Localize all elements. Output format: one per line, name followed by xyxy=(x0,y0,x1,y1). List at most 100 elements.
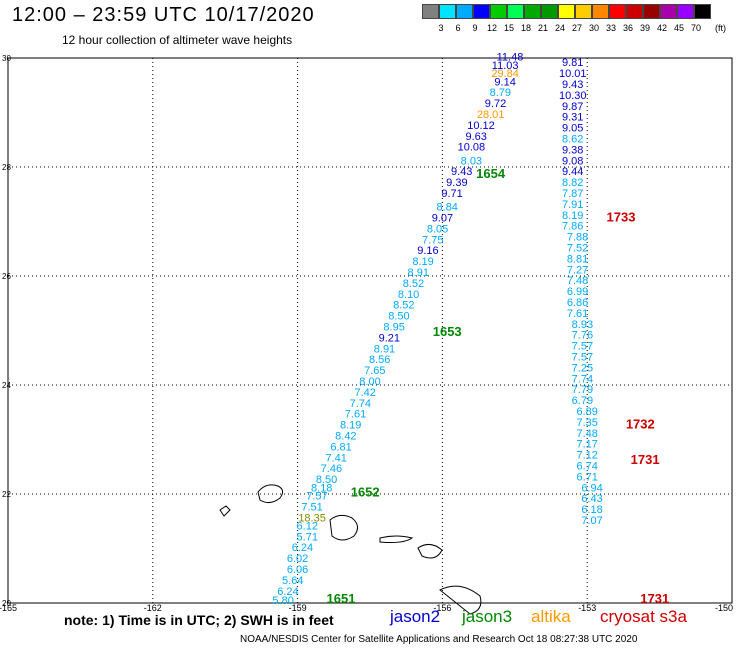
wave-height-value: 7.86 xyxy=(562,221,583,233)
wave-height-value: 9.21 xyxy=(379,332,400,344)
wave-height-value: 7.57 xyxy=(306,490,327,502)
legend-tick-label: 45 xyxy=(673,23,684,33)
legend-swatch xyxy=(524,4,541,19)
wave-height-value: 7.91 xyxy=(562,199,583,211)
wave-height-value: 8.79 xyxy=(490,87,511,99)
kauai-island xyxy=(257,484,284,504)
legend-swatch xyxy=(592,4,609,19)
legend-tick-label: 21 xyxy=(537,23,548,33)
wave-height-value: 8.10 xyxy=(398,289,419,301)
legend-cryosat: cryosat s3a xyxy=(600,607,687,626)
wave-height-value: 8.18 xyxy=(311,482,332,494)
wave-height-value: 8.56 xyxy=(369,354,390,366)
wave-height-value: 9.81 xyxy=(562,57,583,69)
legend-swatch xyxy=(456,4,473,19)
wave-height-value: 8.50 xyxy=(388,311,409,323)
wave-height-value: 7.07 xyxy=(581,515,602,527)
wave-height-value: 8.52 xyxy=(403,278,424,290)
map-grid xyxy=(7,57,733,604)
pass-time-label: 1731 xyxy=(631,452,660,467)
wave-height-value: 7.12 xyxy=(576,450,597,462)
legend-tick-label: 36 xyxy=(622,23,633,33)
legend-swatch xyxy=(558,4,575,19)
wave-height-value: 8.50 xyxy=(316,474,337,486)
wave-height-value: 7.88 xyxy=(567,232,588,244)
wave-height-value: 8.62 xyxy=(562,133,583,145)
wave-height-value: 8.19 xyxy=(412,256,433,268)
lon-tick-label: -165 xyxy=(0,603,17,613)
wave-height-value: 8.00 xyxy=(359,376,380,388)
pass-time-label: 1654 xyxy=(476,166,506,181)
wave-height-value: 9.72 xyxy=(485,98,506,110)
legend-tick-label: 12 xyxy=(486,23,497,33)
wave-height-value: 8.81 xyxy=(567,253,588,265)
legend-swatch xyxy=(694,4,711,19)
wave-height-value: 6.06 xyxy=(287,564,308,576)
wave-height-value: 7.87 xyxy=(562,188,583,200)
pass-time-label: 1732 xyxy=(626,417,655,432)
pass-time-label: 1652 xyxy=(351,485,380,500)
wave-height-value: 6.24 xyxy=(292,542,313,554)
wave-height-value: 9.87 xyxy=(562,101,583,113)
legend-swatch xyxy=(677,4,694,19)
wave-height-value: 9.16 xyxy=(417,245,438,257)
legend-tick-label: 33 xyxy=(605,23,616,33)
legend-altika: altika xyxy=(531,607,571,626)
legend-tick-label: 27 xyxy=(571,23,582,33)
wave-height-value: 7.75 xyxy=(422,234,443,246)
legend-swatch xyxy=(473,4,490,19)
legend-swatch xyxy=(609,4,626,19)
wave-height-value: 7.61 xyxy=(345,409,366,421)
lat-tick-label: 26 xyxy=(2,272,11,281)
legend-swatch xyxy=(660,4,677,19)
hawaii-island xyxy=(439,585,482,615)
legend-jason3: jason3 xyxy=(462,607,513,626)
lon-tick-label: -156 xyxy=(433,603,451,613)
lat-tick-label: 24 xyxy=(2,381,11,390)
lat-tick-label: 30 xyxy=(2,54,11,63)
legend-tick-label: 6 xyxy=(455,23,461,33)
legend-unit: (ft) xyxy=(715,23,726,33)
wave-height-value: 7.48 xyxy=(567,275,588,287)
wave-height-value: 8.42 xyxy=(335,431,356,443)
wave-height-value: 8.03 xyxy=(461,155,482,167)
molokai-island xyxy=(379,535,414,543)
legend-jason2: jason2 xyxy=(390,607,441,626)
pass-time-labels: 1654 1653 1652 1651 1733 1732 1731 1731 xyxy=(327,166,670,606)
legend-swatch xyxy=(439,4,456,19)
jason3-track: 11.4811.0329.849.148.799.7228.0110.129.6… xyxy=(272,52,523,607)
wave-height-value: 8.19 xyxy=(340,420,361,432)
legend-swatch xyxy=(626,4,643,19)
wave-height-value: 7.42 xyxy=(354,387,375,399)
wave-height-value: 7.27 xyxy=(567,264,588,276)
wave-height-value: 7.65 xyxy=(364,365,385,377)
wave-height-value: 8.84 xyxy=(437,202,458,214)
legend-swatch xyxy=(575,4,592,19)
legend-tick-label: 39 xyxy=(639,23,650,33)
wave-height-value: 7.57 xyxy=(572,351,593,363)
wave-height-value: 7.74 xyxy=(572,373,593,385)
wave-height-value: 6.89 xyxy=(576,406,597,418)
wave-height-value: 9.43 xyxy=(562,79,583,91)
legend-swatch xyxy=(507,4,524,19)
wave-height-value: 7.51 xyxy=(301,501,322,513)
wave-height-value: 8.91 xyxy=(374,343,395,355)
legend-tick-label: 70 xyxy=(690,23,701,33)
wave-height-value: 9.44 xyxy=(562,166,583,178)
wave-height-value: 7.25 xyxy=(572,362,593,374)
lon-tick-label: -162 xyxy=(144,603,162,613)
wave-height-value: 7.76 xyxy=(572,330,593,342)
cryosat-track: 9.8110.019.4310.309.879.319.058.629.389.… xyxy=(559,57,603,527)
wave-height-value: 7.17 xyxy=(576,439,597,451)
pass-time-label: 1651 xyxy=(327,591,356,606)
wave-height-value: 29.84 xyxy=(491,68,519,80)
wave-height-value: 6.71 xyxy=(576,471,597,483)
wave-height-value: 8.91 xyxy=(408,267,429,279)
wave-height-value: 7.41 xyxy=(326,452,347,464)
map-subtitle: 12 hour collection of altimeter wave hei… xyxy=(62,33,293,47)
wave-height-value: 9.14 xyxy=(494,76,515,88)
wave-height-value: 5.64 xyxy=(282,575,303,587)
wave-height-value: 5.80 xyxy=(272,595,293,607)
lon-tick-label: -150 xyxy=(715,603,733,613)
